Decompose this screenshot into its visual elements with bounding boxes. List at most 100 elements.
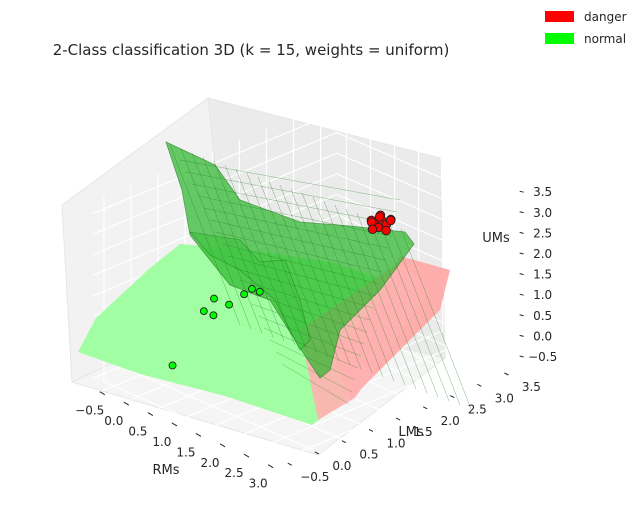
mesh-line xyxy=(227,255,377,297)
mesh-line xyxy=(257,315,362,357)
y-tick-mark xyxy=(341,440,347,444)
y-tick-mark xyxy=(422,406,428,410)
y-axis-label: LMs xyxy=(398,425,423,440)
gridline-y-floor xyxy=(103,381,288,462)
y-tick-label: 1.0 xyxy=(386,436,405,450)
z-tick-label: 1.0 xyxy=(533,288,552,302)
mesh-line xyxy=(185,171,398,213)
mesh-line xyxy=(191,152,263,334)
x-axis-label: RMs xyxy=(152,463,179,478)
y-tick-mark xyxy=(287,462,293,466)
mesh-line xyxy=(389,224,461,406)
mesh-line xyxy=(312,196,384,378)
z-tick-label: 2.0 xyxy=(533,247,552,261)
y-tick-label: −0.5 xyxy=(300,470,329,484)
x-tick-label: 0.5 xyxy=(128,425,147,439)
point-normal xyxy=(247,284,256,293)
x-tick-label: 2.5 xyxy=(225,466,244,480)
mesh-line xyxy=(245,291,368,333)
y-tick-mark xyxy=(368,428,374,432)
x-tick-mark xyxy=(99,391,106,396)
x-tick-mark xyxy=(195,432,202,437)
x-tick-label: 2.0 xyxy=(200,456,219,470)
z-tick-label: 3.0 xyxy=(533,206,552,220)
legend-swatch-danger xyxy=(545,11,574,22)
x-tick-mark xyxy=(171,422,178,427)
point-normal xyxy=(210,294,218,303)
mesh-line xyxy=(263,327,359,369)
x-tick-mark xyxy=(219,443,226,448)
mesh-line xyxy=(180,148,252,330)
mesh-line xyxy=(202,156,274,338)
point-danger xyxy=(381,225,391,236)
y-tick-mark xyxy=(395,417,401,421)
z-tick-label: 0.5 xyxy=(533,309,552,323)
z-tick-mark xyxy=(519,293,524,296)
y-tick-label: 0.0 xyxy=(332,459,351,473)
x-tick-mark xyxy=(267,464,274,469)
point-normal xyxy=(255,287,264,296)
y-tick-label: 1.5 xyxy=(414,425,433,439)
mesh-line xyxy=(169,144,241,326)
point-normal xyxy=(199,307,208,316)
normal-surface-flank xyxy=(189,231,311,351)
mesh-line xyxy=(334,204,406,386)
mesh-line xyxy=(269,339,356,381)
z-tick-mark xyxy=(519,231,524,234)
axis-ticks: −0.50.00.51.01.52.02.53.0 −0.50.00.51.01.… xyxy=(75,185,557,490)
y-tick-label: 2.5 xyxy=(468,403,487,417)
z-tick-mark xyxy=(519,211,524,214)
z-tick-label: 3.5 xyxy=(533,185,552,199)
y-tick-mark xyxy=(477,383,482,387)
mesh-line xyxy=(215,231,383,273)
gridline-x-floor xyxy=(246,351,492,454)
x-tick-mark xyxy=(147,412,154,416)
mesh-line xyxy=(275,351,353,393)
mesh-line xyxy=(239,279,371,321)
z-tick-label: 0.0 xyxy=(533,329,552,343)
gridline-z-back xyxy=(336,173,520,254)
z-tick-mark xyxy=(519,334,524,337)
point-normal xyxy=(240,290,249,299)
mesh-line xyxy=(197,195,392,237)
z-tick-mark xyxy=(519,252,524,255)
x-tick-label: 3.0 xyxy=(249,477,268,491)
gridline-x-floor xyxy=(270,361,516,465)
gridline-y-floor xyxy=(130,370,315,451)
y-tick-label: 3.5 xyxy=(522,380,541,394)
x-tick-mark xyxy=(243,453,250,458)
gridline-z-back xyxy=(336,111,520,192)
mesh-line xyxy=(301,192,373,374)
y-tick-label: 3.0 xyxy=(495,391,514,405)
z-axis-label: UMs xyxy=(482,231,510,246)
point-normal xyxy=(225,300,234,309)
legend-swatch-normal xyxy=(545,33,574,44)
y-tick-mark xyxy=(504,372,509,376)
z-tick-mark xyxy=(519,190,524,193)
mesh-line xyxy=(281,363,350,405)
z-tick-label: 2.5 xyxy=(533,226,552,240)
point-normal xyxy=(209,311,218,320)
legend-label-normal: normal xyxy=(584,32,626,46)
gridline-z-back xyxy=(336,193,520,275)
mesh-line xyxy=(233,267,374,309)
point-danger xyxy=(374,212,385,222)
mesh-line xyxy=(221,243,380,285)
surface-mesh xyxy=(169,144,472,410)
mesh-line xyxy=(179,159,401,201)
mesh-line xyxy=(367,216,439,398)
y-tick-mark xyxy=(314,451,320,455)
mesh-line xyxy=(209,219,386,261)
chart-title: 2-Class classification 3D (k = 15, weigh… xyxy=(53,41,450,59)
decision-surfaces xyxy=(78,141,472,425)
y-tick-label: 2.0 xyxy=(441,414,460,428)
normal-surface xyxy=(165,141,415,379)
mesh-line xyxy=(203,207,389,249)
z-tick-label: −0.5 xyxy=(528,350,557,364)
gridline-z-left xyxy=(92,111,338,215)
z-tick-mark xyxy=(519,314,524,317)
mesh-line xyxy=(191,183,395,225)
x-tick-label: 0.0 xyxy=(104,414,123,428)
legend: danger normal xyxy=(545,10,627,46)
